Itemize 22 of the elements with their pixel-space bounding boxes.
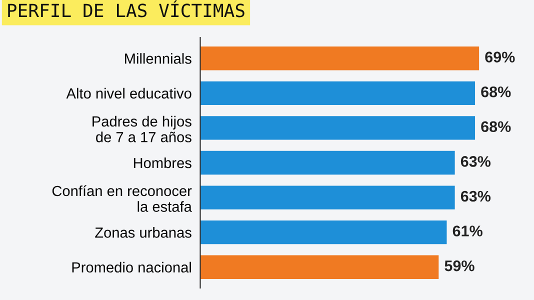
data-label: 68% <box>481 121 511 132</box>
bar <box>200 46 480 70</box>
y-tick-label: Confían en reconocer la estafa <box>52 185 192 212</box>
bar <box>200 150 455 175</box>
data-label: 61% <box>452 226 482 236</box>
bar <box>200 81 476 105</box>
bar <box>200 186 455 210</box>
y-tick-label: Padres de hijos de 7 a 17 años <box>92 116 192 142</box>
bar <box>200 116 476 140</box>
y-tick-label: Promedio nacional <box>72 262 191 273</box>
y-tick-label: Alto nivel educativo <box>66 88 192 99</box>
data-label: 69% <box>485 52 515 62</box>
y-tick-label: Hombres <box>134 157 192 168</box>
chart-title: PERFIL DE LAS VÍCTIMAS <box>8 0 244 18</box>
data-label: 68% <box>481 86 511 98</box>
y-tick-label: Millennials <box>125 53 192 64</box>
data-label: 59% <box>444 260 474 272</box>
data-label: 63% <box>460 156 491 167</box>
bar <box>200 220 447 244</box>
data-label: 63% <box>460 190 491 202</box>
y-tick-label: Zonas urbanas <box>95 227 192 238</box>
bar <box>200 255 439 279</box>
